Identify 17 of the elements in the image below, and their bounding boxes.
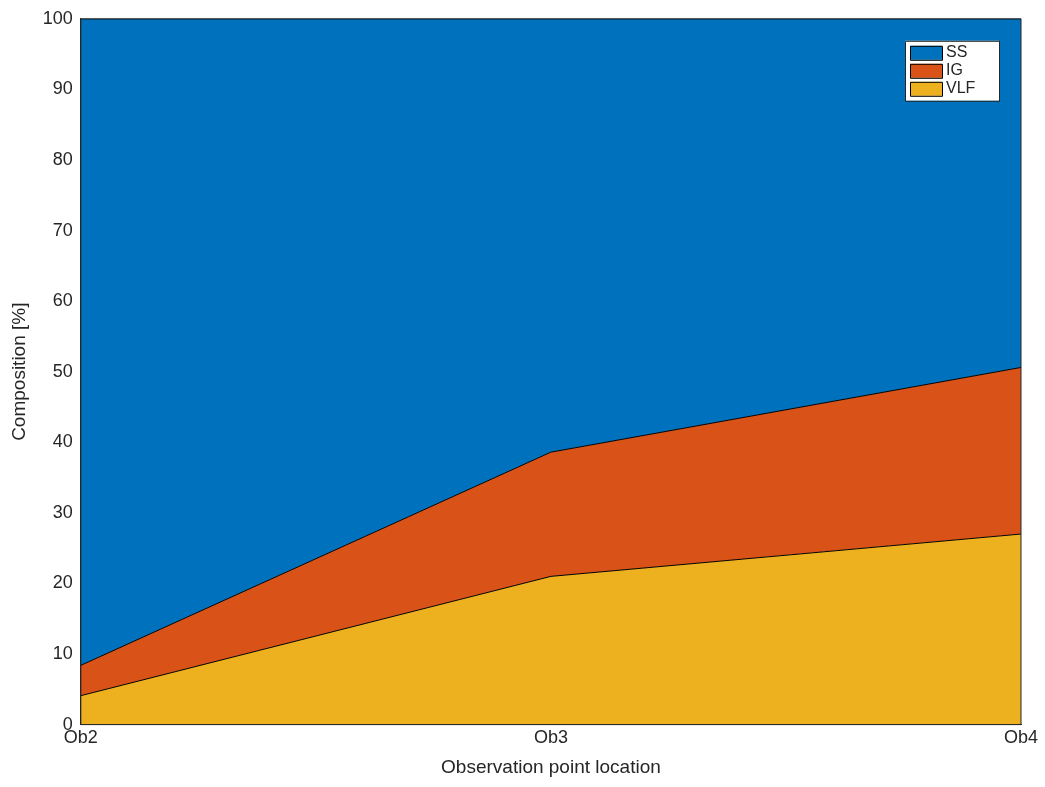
y-tick-label: 100 (42, 7, 73, 28)
y-tick-label: 80 (52, 148, 73, 169)
y-tick-label: 70 (52, 219, 73, 240)
x-tick-label: Ob3 (533, 727, 568, 748)
y-tick-label: 30 (52, 501, 73, 522)
y-tick-label: 20 (52, 572, 73, 593)
legend-label: IG (946, 61, 963, 79)
y-tick-label: 60 (52, 290, 73, 311)
x-axis-title: Observation point location (441, 755, 661, 777)
y-tick-label: 50 (52, 360, 73, 381)
legend-label: SS (946, 43, 968, 61)
y-tick-label: 90 (52, 78, 73, 99)
y-axis-title: Composition [%] (7, 302, 29, 441)
y-tick-label: 10 (52, 642, 73, 663)
x-tick-label: Ob4 (1003, 727, 1039, 748)
legend-label: VLF (946, 79, 976, 97)
y-tick-label: 40 (52, 431, 73, 452)
